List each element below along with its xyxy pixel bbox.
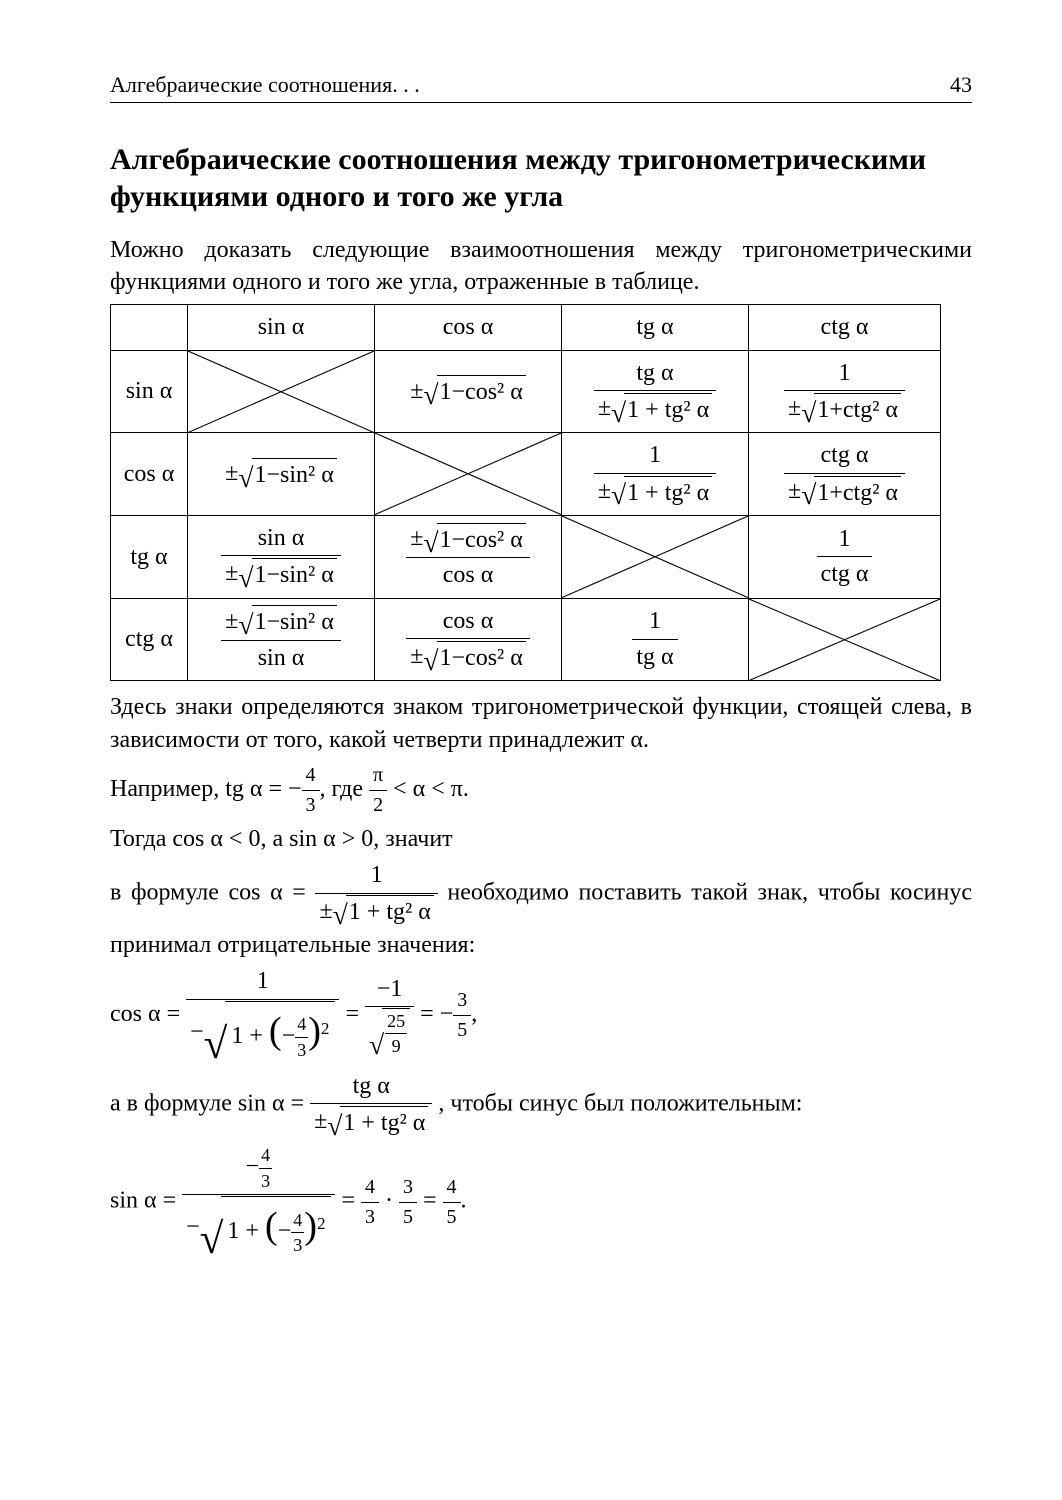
cell: sin α ±1−sin² α bbox=[188, 515, 375, 598]
cell: ctg α ±1+ctg² α bbox=[749, 433, 941, 516]
col-header: tg α bbox=[562, 305, 749, 350]
cell: ±1−sin² α sin α bbox=[188, 598, 375, 681]
cell: 1 ±1+ctg² α bbox=[749, 350, 941, 433]
cell: tg α ±1 + tg² α bbox=[562, 350, 749, 433]
then-line: Тогда cos α < 0, а sin α > 0, значит bbox=[110, 823, 972, 855]
cos-formula-line: в формуле cos α = 1 ±1 + tg² α необходим… bbox=[110, 859, 972, 961]
after-table-paragraph: Здесь знаки определяются знаком тригоном… bbox=[110, 691, 972, 756]
diagonal-cell bbox=[188, 350, 375, 433]
running-head: Алгебраические соотношения. . . 43 bbox=[110, 70, 972, 103]
sin-calculation: sin α = −43 −1 + (−43)2 = 43 · 35 = 45. bbox=[110, 1143, 972, 1261]
cell: ±1−sin² α bbox=[188, 433, 375, 516]
cell: cos α ±1−cos² α bbox=[375, 598, 562, 681]
trig-relations-table: sin α cos α tg α ctg α sin α ±1−cos² α t… bbox=[110, 304, 941, 681]
row-header: cos α bbox=[111, 433, 188, 516]
diagonal-cell bbox=[562, 515, 749, 598]
cell: ±1−cos² α cos α bbox=[375, 515, 562, 598]
col-header: sin α bbox=[188, 305, 375, 350]
page: Алгебраические соотношения. . . 43 Алгеб… bbox=[0, 0, 1062, 1500]
col-header: ctg α bbox=[749, 305, 941, 350]
row-header: sin α bbox=[111, 350, 188, 433]
running-title: Алгебраические соотношения. . . bbox=[110, 70, 420, 100]
example-line: Например, tg α = −43, где π2 < α < π. bbox=[110, 762, 972, 819]
row-header: ctg α bbox=[111, 598, 188, 681]
cell: 1 tg α bbox=[562, 598, 749, 681]
cell: 1 ctg α bbox=[749, 515, 941, 598]
diagonal-cell bbox=[749, 598, 941, 681]
page-number: 43 bbox=[950, 70, 972, 100]
diagonal-cell bbox=[375, 433, 562, 516]
cell: 1 ±1 + tg² α bbox=[562, 433, 749, 516]
row-header: tg α bbox=[111, 515, 188, 598]
section-title: Алгебраические соотношения между тригоно… bbox=[110, 141, 972, 216]
cos-calculation: cos α = 1 −1 + (−43)2 = −1 259 = −35, bbox=[110, 965, 972, 1066]
sin-formula-line: а в формуле sin α = tg α ±1 + tg² α , чт… bbox=[110, 1070, 972, 1140]
col-header: cos α bbox=[375, 305, 562, 350]
cell: ±1−cos² α bbox=[375, 350, 562, 433]
intro-paragraph: Можно доказать следующие взаимоотношения… bbox=[110, 234, 972, 299]
